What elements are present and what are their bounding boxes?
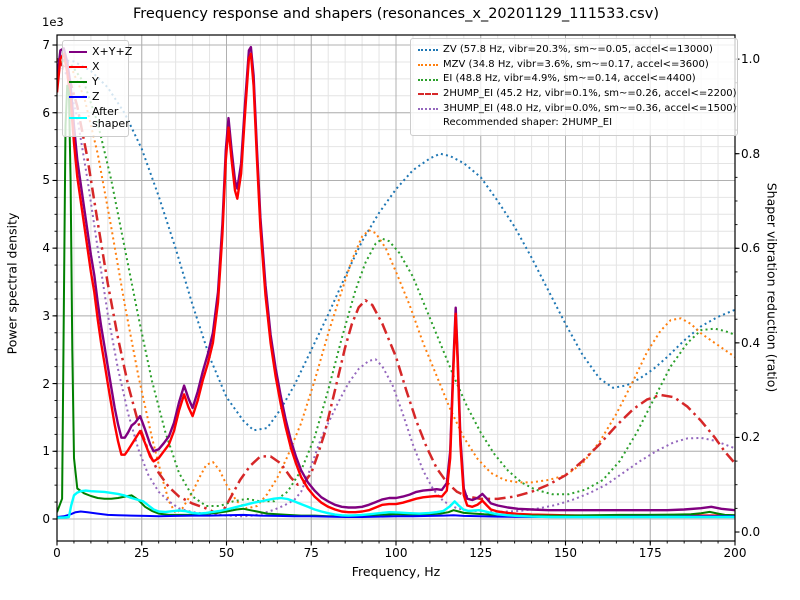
series-x+y+z: [57, 45, 735, 512]
legend-item-3hump-ei: 3HUMP_EI (48.0 Hz, vibr=0.0%, sm~=0.36, …: [418, 103, 737, 116]
ltick-label: 7: [42, 38, 50, 53]
series-after: [57, 489, 735, 519]
legend-label-y: Y: [92, 75, 99, 88]
legend-swatch-mzv: [418, 63, 438, 66]
rtick-label: 0.6: [741, 241, 761, 256]
legend-swatch-ei: [418, 78, 438, 81]
ltick-label: 6: [42, 105, 50, 120]
legend-item-2hump-ei: 2HUMP_EI (45.2 Hz, vibr=0.1%, sm~=0.26, …: [418, 88, 737, 101]
series-2hump-ei: [57, 58, 735, 515]
rtick-label: 0.0: [741, 525, 761, 539]
tick-label: 75: [303, 546, 319, 560]
legend-label-x: X: [92, 60, 100, 73]
legend-swatch-after-shaper: [69, 117, 87, 119]
ltick-label: 3: [42, 308, 50, 323]
legend-item-recommended: Recommended shaper: 2HUMP_EI: [418, 117, 730, 130]
legend-shapers: ZV (57.8 Hz, vibr=20.3%, sm~=0.05, accel…: [410, 38, 738, 137]
ltick-label: 1: [42, 444, 50, 459]
legend-item-ei: EI (48.8 Hz, vibr=4.9%, sm~=0.14, accel<…: [418, 73, 730, 86]
legend-label-2hump-ei: 2HUMP_EI (45.2 Hz, vibr=0.1%, sm~=0.26, …: [443, 88, 737, 100]
ltick-label: 4: [42, 241, 50, 256]
legend-label-ei: EI (48.8 Hz, vibr=4.9%, sm~=0.14, accel<…: [443, 73, 696, 85]
legend-swatch-2hump-ei: [418, 93, 438, 96]
tick-label: 100: [384, 546, 408, 560]
legend-label-after-shaper: After shaper: [92, 105, 130, 130]
x-axis-label: Frequency, Hz: [351, 564, 441, 579]
tick-label: 0: [53, 546, 61, 560]
tick-label: 25: [134, 546, 150, 560]
series-y: [57, 84, 735, 518]
legend-signals: X+Y+Z X Y Z After shaper: [62, 40, 132, 137]
rtick-label: 1.0: [741, 52, 761, 67]
tick-label: 200: [723, 546, 747, 560]
legend-item-zv: ZV (57.8 Hz, vibr=20.3%, sm~=0.05, accel…: [418, 44, 730, 57]
tick-label: 125: [469, 546, 493, 560]
series-3hump-ei: [57, 58, 735, 518]
ltick-label: 2: [42, 376, 50, 391]
y-axis-right-label: Shaper vibration reduction (ratio): [764, 182, 780, 393]
legend-swatch-z: [69, 96, 87, 98]
series-ei: [57, 58, 735, 507]
legend-label-z: Z: [92, 90, 100, 103]
legend-item-y: Y: [69, 76, 122, 88]
y-axis-offset-label: 1e3: [42, 15, 64, 29]
legend-item-mzv: MZV (34.8 Hz, vibr=3.6%, sm~=0.17, accel…: [418, 59, 730, 72]
legend-label-zv: ZV (57.8 Hz, vibr=20.3%, sm~=0.05, accel…: [443, 44, 713, 55]
legend-item-z: Z: [69, 91, 122, 103]
series-mzv: [57, 58, 735, 515]
tick-label: 50: [218, 546, 235, 560]
ltick-label: 5: [42, 173, 50, 188]
legend-label-xyz: X+Y+Z: [92, 45, 133, 58]
chart-title: Frequency response and shapers (resonanc…: [133, 6, 659, 22]
legend-swatch-x: [69, 66, 87, 68]
legend-item-x: X: [69, 61, 122, 73]
rtick-label: 0.8: [741, 146, 761, 161]
series-zv: [57, 58, 735, 432]
y-axis-left-label: Power spectral density: [4, 212, 20, 355]
tick-label: 175: [638, 546, 662, 560]
legend-swatch-y: [69, 81, 87, 83]
legend-label-3hump-ei: 3HUMP_EI (48.0 Hz, vibr=0.0%, sm~=0.36, …: [443, 102, 737, 114]
legend-label-recommended: Recommended shaper: 2HUMP_EI: [443, 117, 613, 129]
legend-swatch-zv: [418, 49, 438, 52]
legend-swatch-3hump-ei: [418, 108, 438, 110]
rtick-label: 0.2: [741, 430, 761, 445]
series-x: [57, 52, 735, 517]
ltick-label: 0: [42, 511, 50, 526]
legend-swatch-xyz: [69, 51, 87, 53]
tick-label: 150: [554, 546, 577, 560]
rtick-label: 0.4: [741, 335, 761, 350]
legend-item-after-shaper: After shaper: [69, 106, 130, 130]
legend-label-mzv: MZV (34.8 Hz, vibr=3.6%, sm~=0.17, accel…: [443, 58, 709, 70]
legend-item-xyz: X+Y+Z: [69, 46, 132, 58]
